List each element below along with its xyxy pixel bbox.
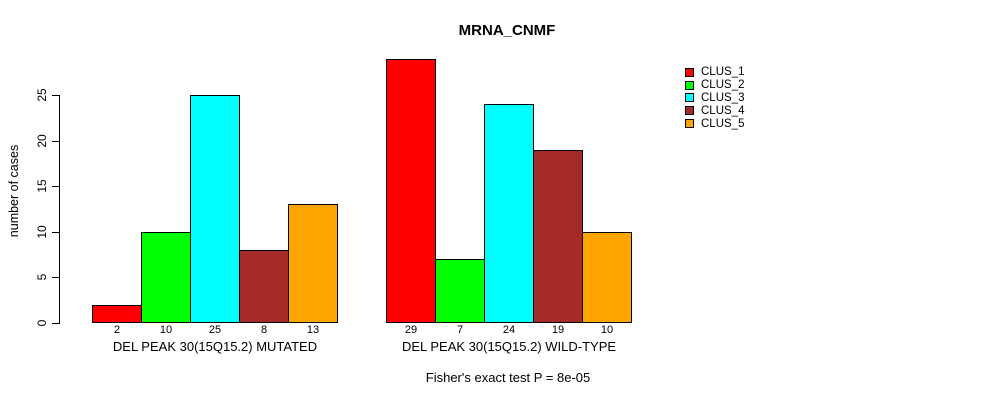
y-tick-mark <box>52 232 59 233</box>
y-tick-label: 25 <box>35 88 49 102</box>
bar-clus_5-group2 <box>582 232 632 323</box>
y-tick-mark <box>52 186 59 187</box>
bar-clus_1-group2 <box>386 59 436 323</box>
chart-title: MRNA_CNMF <box>458 22 556 39</box>
legend-swatch-clus_1 <box>685 67 694 77</box>
x-axis-group-label: DEL PEAK 30(15Q15.2) WILD-TYPE <box>401 339 617 354</box>
legend-label: CLUS_2 <box>701 79 745 92</box>
y-tick-mark <box>52 95 59 96</box>
legend-label: CLUS_5 <box>701 117 745 130</box>
bar-value-label: 24 <box>502 324 516 336</box>
legend-entry: CLUS_2 <box>685 79 744 92</box>
bar-clus_3-group1 <box>190 95 240 323</box>
bar-clus_4-group2 <box>533 150 583 323</box>
y-tick-mark <box>52 323 59 324</box>
bar-value-label: 25 <box>208 324 222 336</box>
x-axis-group-label: DEL PEAK 30(15Q15.2) MUTATED <box>112 339 318 354</box>
bar-value-label: 2 <box>113 324 121 336</box>
y-tick-label: 15 <box>35 179 49 193</box>
legend: CLUS_1 CLUS_2 CLUS_3 CLUS_4 CLUS_5 <box>685 66 744 130</box>
legend-entry: CLUS_1 <box>685 66 744 79</box>
y-tick-label: 20 <box>35 134 49 148</box>
legend-entry: CLUS_5 <box>685 117 744 130</box>
bar-clus_3-group2 <box>484 104 534 323</box>
bar-value-label: 13 <box>306 324 320 336</box>
legend-swatch-clus_3 <box>685 93 694 103</box>
legend-entry: CLUS_3 <box>685 92 744 105</box>
bar-value-label: 10 <box>600 324 614 336</box>
bar-value-label: 29 <box>404 324 418 336</box>
legend-label: CLUS_4 <box>701 104 745 117</box>
legend-swatch-clus_2 <box>685 80 694 90</box>
bar-clus_2-group2 <box>435 259 485 323</box>
bar-clus_1-group1 <box>92 305 142 323</box>
legend-entry: CLUS_4 <box>685 104 744 117</box>
y-tick-label: 5 <box>35 273 49 281</box>
legend-swatch-clus_4 <box>685 106 694 116</box>
bar-value-label: 8 <box>260 324 268 336</box>
bar-value-label: 10 <box>159 324 173 336</box>
legend-label: CLUS_3 <box>701 91 745 104</box>
y-axis-line <box>59 95 60 324</box>
legend-swatch-clus_5 <box>685 119 694 129</box>
fisher-test-annotation: Fisher's exact test P = 8e-05 <box>425 370 591 385</box>
bar-clus_4-group1 <box>239 250 289 323</box>
y-tick-label: 0 <box>35 319 49 327</box>
y-tick-mark <box>52 141 59 142</box>
bar-clus_5-group1 <box>288 204 338 323</box>
y-tick-label: 10 <box>35 225 49 239</box>
bar-value-label: 19 <box>551 324 565 336</box>
bar-clus_2-group1 <box>141 232 191 323</box>
bar-value-label: 7 <box>456 324 464 336</box>
y-axis-title: number of cases <box>7 144 21 238</box>
legend-label: CLUS_1 <box>701 66 745 79</box>
y-tick-mark <box>52 277 59 278</box>
